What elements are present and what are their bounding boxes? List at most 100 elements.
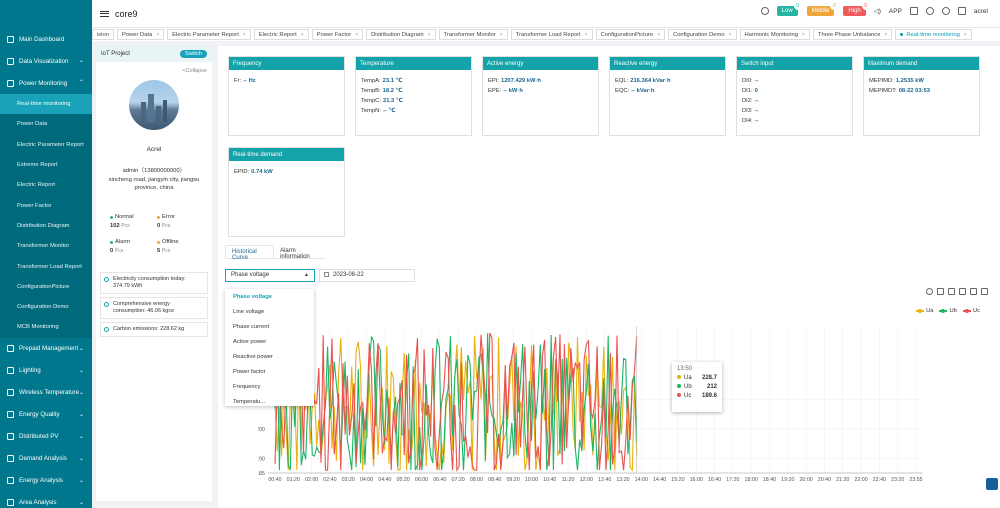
dropdown-option-power-factor[interactable]: Power factor (233, 368, 266, 375)
dropdown-option-active-power[interactable]: Active power (233, 338, 267, 345)
alarm-label: Middle (811, 8, 830, 14)
sidebar-item-demand-analysis[interactable]: Demand Analysis ⌄ (0, 448, 92, 470)
sidebar-subitem-power-factor[interactable]: Power Factor (0, 195, 92, 216)
download-icon[interactable] (981, 288, 988, 295)
shirt-icon[interactable] (957, 7, 966, 15)
sound-icon[interactable]: ◁) (873, 8, 881, 15)
app-link[interactable]: APP (888, 7, 902, 15)
switch-button[interactable]: Switch (179, 50, 207, 58)
tab-historical-curve[interactable]: Historical Curve (225, 245, 275, 261)
alarm-badge-middle[interactable]: Middle 0 (806, 2, 839, 16)
dropdown-option-phase-current[interactable]: Phase current (233, 323, 270, 330)
sidebar-item-distributed-pv[interactable]: Distributed PV ⌄ (0, 426, 92, 448)
sidebar-subitem-real-time-monitoring[interactable]: Real-time monitoring (0, 94, 92, 115)
x-tick-label: 02:40 (323, 477, 336, 483)
sidebar-item-wireless-temperature[interactable]: Wireless Temperature ⌄ (0, 382, 92, 404)
bar-chart-icon[interactable] (970, 288, 977, 295)
sidebar-subitem-transformer-load-report[interactable]: Transformer Load Report (0, 256, 92, 277)
tab-power-data[interactable]: Power Data × (116, 29, 165, 40)
sidebar: Main Dashboard Data Visualization ⌄ Power M… (0, 0, 92, 508)
x-tick-label: 14:40 (653, 477, 666, 483)
tab-ision[interactable]: ision (92, 29, 114, 40)
dropdown-option-temperatu[interactable]: Temperatu... (233, 398, 266, 405)
settings-icon[interactable] (941, 7, 950, 15)
sidebar-subitem-distribution-diagram[interactable]: Distribution Diagram (0, 215, 92, 237)
tab-electric-report[interactable]: Electric Report × (253, 29, 309, 40)
tab-electric-parameter-report[interactable]: Electric Parameter Report × (167, 29, 251, 40)
card-row: DI4: -- (737, 118, 852, 124)
dropdown-option-phase-voltage[interactable]: Phase voltage (233, 293, 272, 300)
user-name[interactable]: acrel (973, 7, 988, 15)
close-icon[interactable]: × (728, 31, 732, 38)
tab-power-factor[interactable]: Power Factor × (311, 29, 364, 40)
sidebar-subitem-power-data[interactable]: Power Data (0, 114, 92, 135)
close-icon[interactable]: × (963, 31, 967, 38)
tab-distribution-diagram[interactable]: Distribution Diagram × (366, 29, 436, 40)
tab-alarm-information[interactable]: Alarm information (274, 245, 325, 260)
close-icon[interactable]: × (355, 31, 359, 38)
tab-transformer-load-report[interactable]: Transformer Load Report × (510, 29, 593, 40)
chart-icon (7, 57, 14, 65)
sidebar-item-energy-analysis[interactable]: Energy Analysis ⌄ (0, 470, 92, 492)
zoom-corner-icon[interactable] (986, 478, 998, 490)
dropdown-option-reactive-power[interactable]: Reactive power (233, 353, 273, 360)
electricity-box: Electricity consumption today: 374.79 kW… (100, 272, 208, 294)
sidebar-subitem-mcb-monitoring[interactable]: MCB Monitoring (0, 317, 92, 338)
dropdown-option-frequency[interactable]: Frequency (233, 383, 261, 390)
sidebar-subitem-configurationpicture[interactable]: ConfigurationPicture (0, 276, 92, 297)
legend-item-ub[interactable]: Ub (939, 308, 957, 314)
clock-icon[interactable] (925, 7, 934, 15)
line-chart-icon[interactable] (959, 288, 966, 295)
sidebar-item-lighting[interactable]: Lighting ⌄ (0, 360, 92, 382)
sidebar-item-power-monitoring[interactable]: Power Monitoring ⌃ (0, 72, 92, 94)
energy-icon (7, 477, 14, 485)
x-tick-label: 05:20 (397, 477, 410, 483)
zoom-reset-icon[interactable] (948, 288, 955, 295)
tab-harmonic-monitoring[interactable]: Harmonic Monitoring × (739, 29, 810, 40)
close-icon[interactable]: × (801, 31, 805, 38)
sidebar-subitem-electric-parameter-report[interactable]: Electric Parameter Report (0, 134, 92, 155)
search-icon[interactable] (760, 7, 769, 15)
parameter-select[interactable]: Phase voltage ▲ (225, 269, 315, 282)
fullscreen-icon[interactable] (909, 7, 918, 15)
close-icon[interactable]: × (156, 31, 160, 38)
collapse-link[interactable]: <Collapse (182, 68, 207, 74)
legend-item-uc[interactable]: Uc (962, 308, 980, 314)
tab-transformer-monitor[interactable]: Transformer Monitor × (438, 29, 508, 40)
card-title: Temperature (356, 57, 471, 70)
date-picker[interactable]: 2023-08-22 (319, 269, 415, 282)
tab-real-time-monitoring[interactable]: Real-time monitoring × (895, 29, 972, 40)
close-icon[interactable]: × (242, 31, 246, 38)
chevron-down-icon: ⌄ (78, 411, 84, 418)
tab-three-phase-unbalance[interactable]: Three Phase Unbalance × (812, 29, 893, 40)
close-icon[interactable]: × (499, 31, 503, 38)
close-icon[interactable]: × (657, 31, 661, 38)
legend-label: Uc (972, 308, 980, 314)
sidebar-item-prepaid-management[interactable]: Prepaid Management ⌄ (0, 338, 92, 360)
sidebar-item-area-analysis[interactable]: Area Analysis ⌄ (0, 492, 92, 508)
legend-item-ua[interactable]: Ua (916, 308, 933, 314)
dashboard-icon (7, 35, 14, 43)
dropdown-option-line-voltage[interactable]: Line voltage (233, 308, 265, 315)
close-icon[interactable]: × (584, 31, 588, 38)
sidebar-item-energy-quality[interactable]: Energy Quality ⌄ (0, 404, 92, 426)
alarm-badge-high[interactable]: High 0 (843, 2, 870, 16)
close-icon[interactable]: × (427, 31, 431, 38)
series-line-ua (274, 335, 638, 472)
tab-configurationpicture[interactable]: ConfigurationPicture × (595, 29, 666, 40)
sidebar-subitem-configuration-demo[interactable]: Configuration Demo (0, 296, 92, 318)
sidebar-subitem-electric-report[interactable]: Electric Report (0, 175, 92, 196)
sidebar-item-main-dashboard[interactable]: Main Dashboard (0, 28, 92, 50)
parameter-select-value: Phase voltage (231, 272, 270, 278)
zoom-icon[interactable] (937, 288, 944, 295)
close-icon[interactable]: × (300, 31, 304, 38)
menu-icon[interactable] (100, 10, 109, 17)
sidebar-item-data-visualization[interactable]: Data Visualization ⌄ (0, 50, 92, 72)
sidebar-subitem-extreme-report[interactable]: Extreme Report (0, 154, 92, 176)
refresh-icon[interactable] (926, 288, 933, 295)
close-icon[interactable]: × (884, 31, 888, 38)
alarm-badge-low[interactable]: Low 0 (776, 2, 802, 16)
sidebar-subitem-transformer-monitor[interactable]: Transformer Monitor (0, 236, 92, 257)
tab-configuration-demo[interactable]: Configuration Demo × (668, 29, 737, 40)
card-row: TempN: -- ℃ (356, 108, 471, 114)
